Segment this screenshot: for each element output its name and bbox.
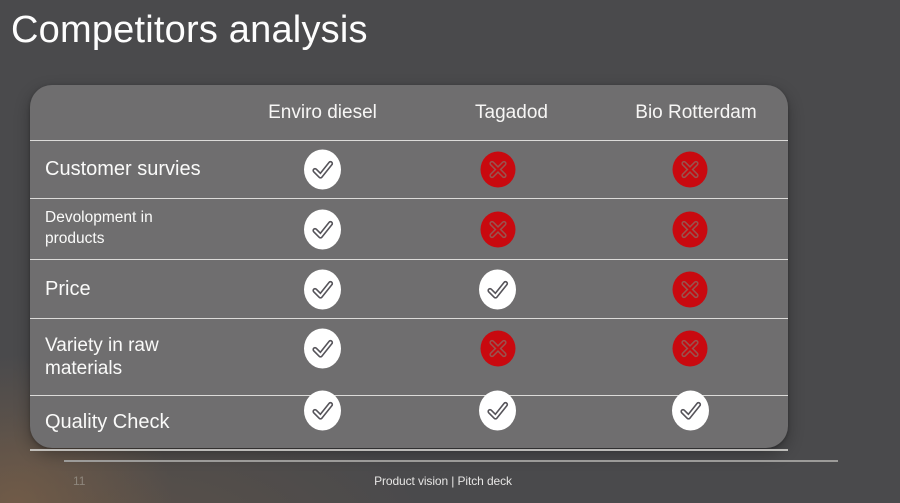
table-row: Price [30, 259, 788, 318]
row-label: Customer survies [45, 158, 201, 181]
footer-text: Product vision | Pitch deck [374, 474, 512, 488]
status-cell [255, 390, 390, 443]
status-cell [255, 209, 390, 250]
status-cell [605, 211, 775, 248]
status-cell [390, 269, 605, 310]
check-icon [304, 269, 341, 309]
status-cell [255, 328, 390, 378]
table-row: Devolopment in products [30, 198, 788, 259]
footer-divider [64, 460, 838, 462]
status-cell [390, 330, 605, 376]
check-icon [304, 209, 341, 249]
cross-icon [672, 151, 708, 188]
check-icon [304, 149, 341, 190]
column-header-bio-rotterdam: Bio Rotterdam [635, 101, 757, 123]
cross-icon [480, 151, 515, 188]
status-cell [605, 271, 775, 308]
status-cell [255, 149, 390, 190]
table-header-row: Enviro diesel Tagadod Bio Rotterdam [30, 85, 788, 140]
competitors-table: Enviro diesel Tagadod Bio Rotterdam Cust… [30, 85, 788, 448]
column-header-enviro-diesel: Enviro diesel [268, 101, 377, 123]
check-icon [304, 390, 341, 430]
table-row: Quality Check [30, 390, 788, 448]
status-cell [390, 390, 605, 443]
column-header-tagadod: Tagadod [475, 101, 548, 123]
row-label: Price [45, 277, 91, 300]
status-cell [605, 151, 775, 188]
check-icon [479, 269, 516, 309]
status-cell [255, 269, 390, 310]
page-number: 11 [73, 474, 86, 488]
card-bottom-line [30, 449, 788, 451]
check-icon [671, 390, 709, 430]
cross-icon [672, 211, 708, 247]
slide-title: Competitors analysis [11, 9, 368, 51]
status-cell [390, 211, 605, 248]
status-cell [605, 330, 775, 376]
row-label: Quality Check [45, 410, 170, 433]
table-row: Variety in raw materials [30, 318, 788, 395]
table-row: Customer survies [30, 140, 788, 198]
cross-icon [672, 271, 708, 307]
check-icon [304, 328, 341, 368]
cross-icon [480, 330, 515, 366]
status-cell [390, 151, 605, 188]
cross-icon [672, 330, 708, 366]
row-label: Variety in raw materials [45, 334, 159, 379]
cross-icon [480, 211, 515, 247]
status-cell [605, 390, 775, 443]
row-label: Devolopment in products [45, 209, 153, 247]
check-icon [479, 390, 516, 430]
